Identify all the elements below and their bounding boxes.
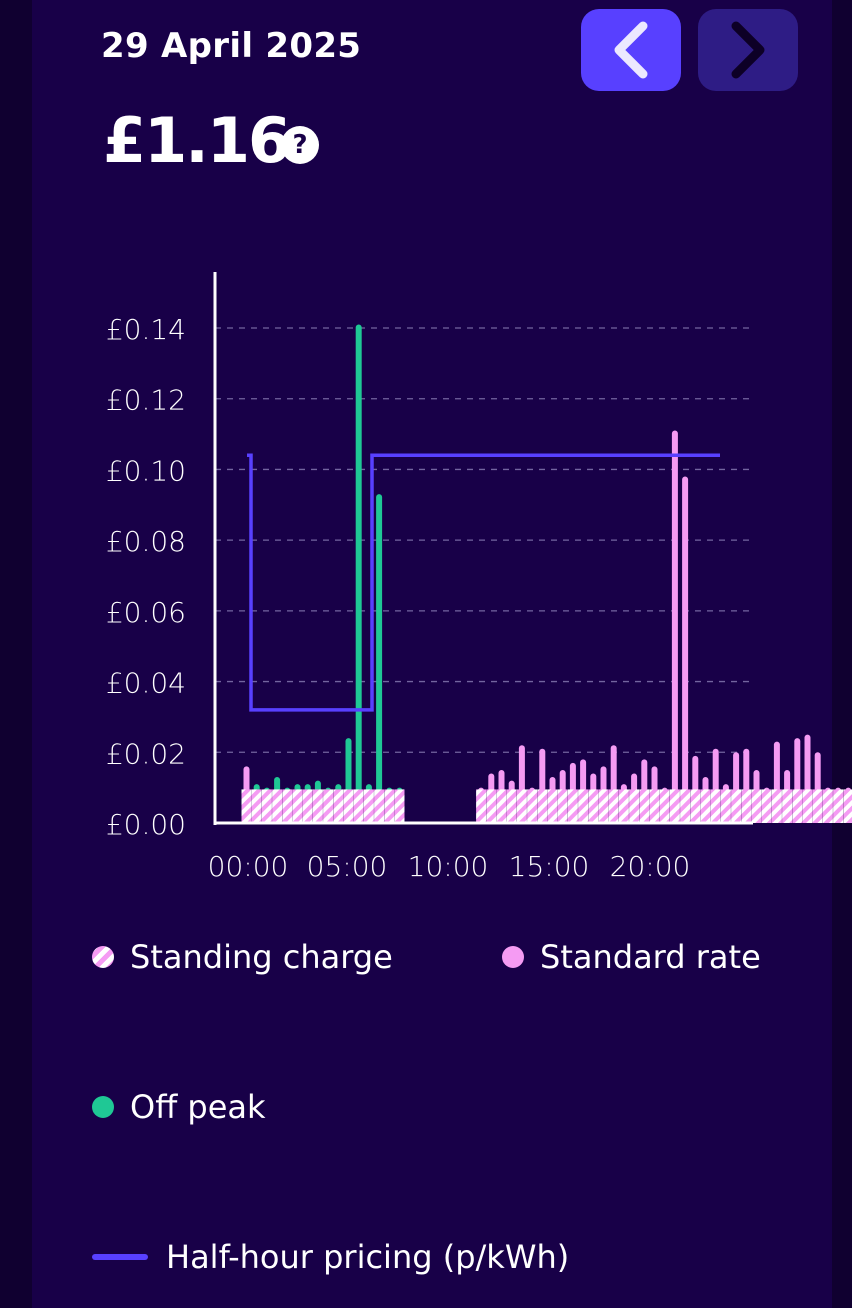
standing-charge-bar [771, 789, 782, 823]
standing-charge-bar [659, 789, 670, 823]
standing-charge-bar [731, 789, 742, 823]
next-day-button[interactable] [698, 9, 798, 91]
standing-charge-bar [261, 789, 272, 823]
standing-charge-bar [833, 789, 844, 823]
standing-charge-bar [486, 789, 497, 823]
standing-charge-bar [843, 789, 852, 823]
standing-charge-bar [292, 789, 303, 823]
standing-charge-bar [598, 789, 609, 823]
standing-charge-bar [506, 789, 517, 823]
standing-charge-bar [343, 789, 354, 823]
standing-charge-bar [476, 789, 487, 823]
x-tick-label: 10:00 [408, 850, 489, 883]
chevron-right-icon [731, 21, 765, 79]
standing-charge-bar [384, 789, 395, 823]
legend-half-hour-pricing: Half-hour pricing (p/kWh) [92, 1238, 569, 1276]
standing-charge-bar [374, 789, 385, 823]
standing-charge-bar [812, 789, 823, 823]
legend-standing-label: Standing charge [130, 938, 393, 976]
standing-charge-bar [537, 789, 548, 823]
standing-charge-bar [588, 789, 599, 823]
usage-bar [355, 324, 362, 823]
pricing-line-swatch [92, 1254, 148, 1260]
standing-charge-bar [720, 789, 731, 823]
standing-charge-bar [618, 789, 629, 823]
standing-charge-bar [690, 789, 701, 823]
usage-chart: £0.00 £0.02 £0.04 £0.06 £0.08 £0.10 £0.12 £0.14… [106, 272, 852, 883]
standing-charge-bar [547, 789, 558, 823]
standing-charge-swatch [92, 946, 114, 968]
standing-charge-bar [312, 789, 323, 823]
legend-off-peak: Off peak [92, 1088, 266, 1126]
standing-charge-bar [394, 789, 405, 823]
y-tick-label: £0.10 [106, 454, 186, 487]
standing-charge-bar [700, 789, 711, 823]
standing-charge-bar [516, 789, 527, 823]
standing-charge-bar [578, 789, 589, 823]
usage-bar [671, 430, 678, 823]
y-tick-label: £0.04 [106, 667, 186, 700]
help-icon[interactable]: ? [281, 126, 319, 164]
standing-charge-bar [496, 789, 507, 823]
previous-day-button[interactable] [581, 9, 681, 91]
standing-charge-bar [353, 789, 364, 823]
standing-charge-bar [629, 789, 640, 823]
y-tick-label: £0.14 [106, 313, 186, 346]
standing-charge-bar [751, 789, 762, 823]
x-tick-label: 00:00 [208, 850, 289, 883]
usage-bar [376, 494, 383, 823]
standing-charge-bar [567, 789, 578, 823]
y-tick-label: £0.02 [106, 737, 186, 770]
date-label: 29 April 2025 [101, 26, 362, 66]
standing-charge-bar [527, 789, 538, 823]
y-tick-label: £0.08 [106, 525, 186, 558]
x-tick-label: 05:00 [307, 850, 388, 883]
standing-charge-bar [792, 789, 803, 823]
y-tick-label: £0.12 [106, 384, 186, 417]
standing-charge-bar [557, 789, 568, 823]
standing-charge-bar [302, 789, 313, 823]
standing-charge-bar [282, 789, 293, 823]
pricing-line [247, 453, 720, 712]
standing-charge-bar [782, 789, 793, 823]
chevron-left-icon [614, 21, 648, 79]
x-tick-label: 20:00 [610, 850, 691, 883]
standing-charge-bar [761, 789, 772, 823]
y-tick-label: £0.06 [106, 596, 186, 629]
legend-offpeak-label: Off peak [130, 1088, 266, 1126]
legend-pricing-label: Half-hour pricing (p/kWh) [166, 1238, 570, 1276]
standing-charge-bar [608, 789, 619, 823]
standing-charge-bar [272, 789, 283, 823]
standing-charge-bar [251, 789, 262, 823]
standing-charge-bar [669, 789, 680, 823]
legend-standard-rate: Standard rate [502, 938, 761, 976]
standing-charge-bar [802, 789, 813, 823]
standing-charge-bar [363, 789, 374, 823]
x-tick-label: 15:00 [509, 850, 590, 883]
standing-charge-bar [822, 789, 833, 823]
off-peak-swatch [92, 1096, 114, 1118]
y-tick-label: £0.00 [106, 808, 186, 841]
standing-charge-bar [649, 789, 660, 823]
legend-standing-charge: Standing charge [92, 938, 393, 976]
content-panel [32, 0, 832, 1308]
legend-standard-label: Standard rate [540, 938, 761, 976]
standing-charge-bar [710, 789, 721, 823]
standing-charge-bar [639, 789, 650, 823]
standing-charge-bar [741, 789, 752, 823]
standing-charge-bar [333, 789, 344, 823]
total-cost: £1.16 [103, 104, 291, 177]
standing-charge-bar [323, 789, 334, 823]
usage-bar [682, 476, 689, 823]
standard-rate-swatch [502, 946, 524, 968]
standing-charge-bar [241, 789, 252, 823]
standing-charge-bar [680, 789, 691, 823]
